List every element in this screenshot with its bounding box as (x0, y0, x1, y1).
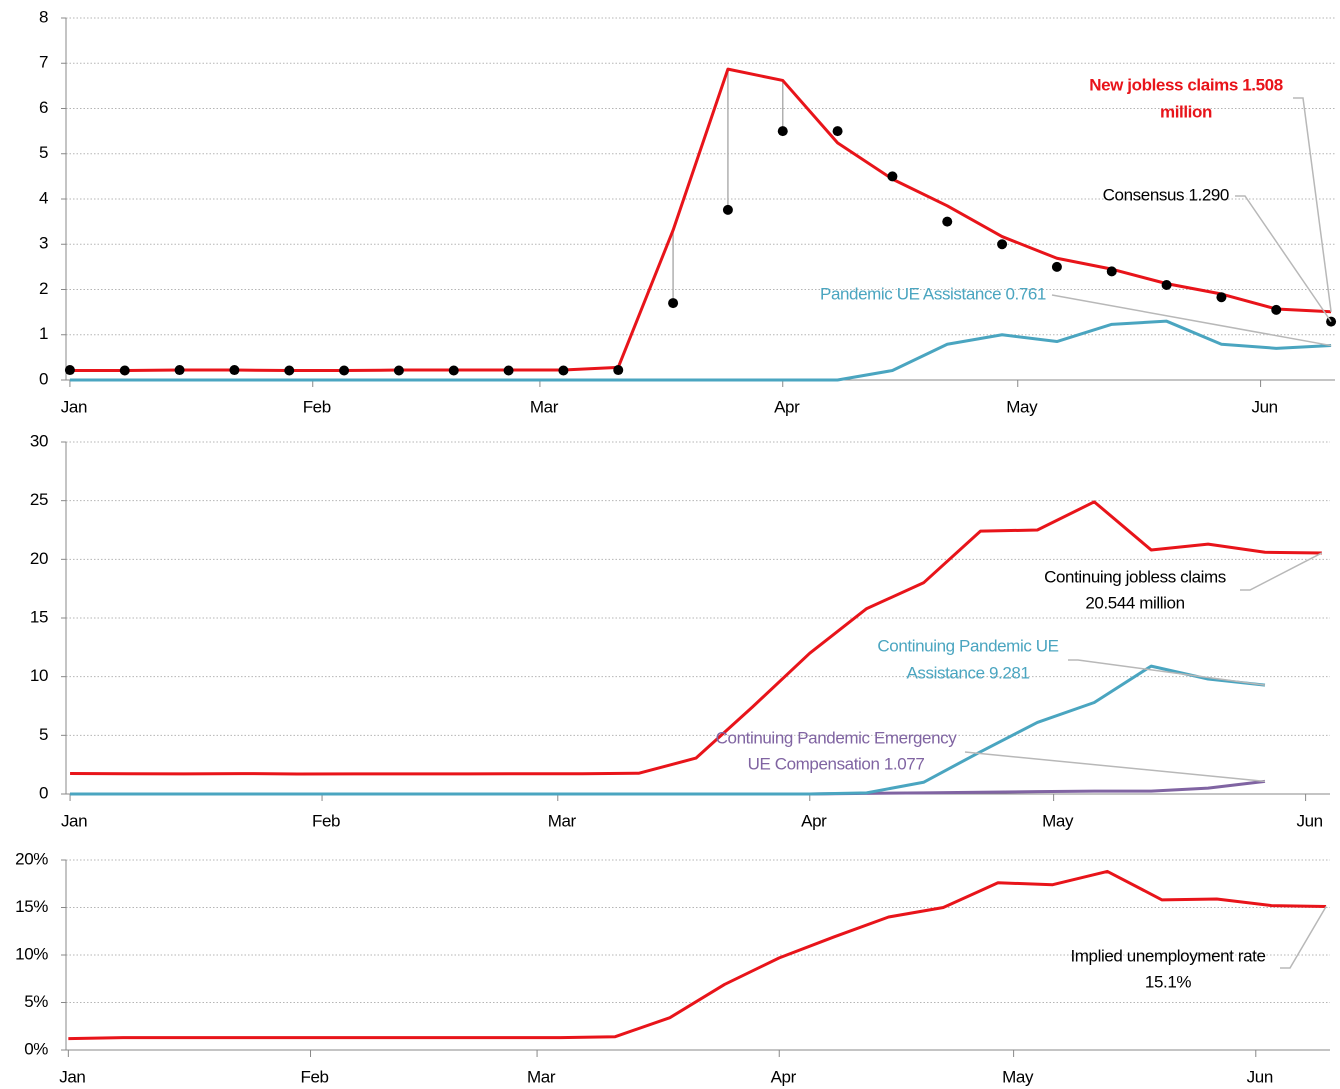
y-tick-label: 30 (30, 431, 48, 450)
annotation: Pandemic UE Assistance 0.761 (820, 284, 1046, 303)
x-tick-label: Feb (312, 811, 340, 830)
y-tick-label: 0 (39, 783, 48, 802)
x-tick-label: Mar (548, 811, 577, 830)
y-tick-label: 0% (24, 1039, 48, 1058)
annotation: 15.1% (1145, 972, 1191, 991)
data-dot (1161, 279, 1172, 290)
data-dot (339, 365, 350, 376)
x-tick-label: Jan (61, 811, 87, 830)
y-tick-label: 3 (39, 234, 48, 253)
y-tick-label: 0 (39, 369, 48, 388)
x-tick-label: May (1042, 811, 1074, 830)
y-tick-label: 4 (39, 188, 48, 207)
y-tick-label: 2 (39, 279, 48, 298)
annotation: UE Compensation 1.077 (748, 754, 925, 773)
data-dot (832, 126, 843, 137)
annotation: 20.544 million (1085, 593, 1184, 612)
data-dot (119, 365, 130, 376)
y-tick-label: 10 (30, 666, 48, 685)
series-line (70, 500, 1322, 776)
leader-line (1051, 294, 1332, 347)
series-line (70, 664, 1266, 796)
data-dot (1271, 304, 1282, 315)
y-tick-label: 20 (30, 549, 48, 568)
x-tick-label: Jun (1297, 811, 1323, 830)
data-dot (613, 365, 624, 376)
y-tick-label: 5% (24, 992, 48, 1011)
annotation: Implied unemployment rate (1070, 946, 1265, 965)
data-dot (1051, 261, 1062, 272)
data-dot (942, 216, 953, 227)
y-tick-label: 5 (39, 725, 48, 744)
leader-line (1280, 906, 1327, 969)
leader-line (1068, 659, 1266, 686)
x-tick-label: Jan (59, 1067, 85, 1086)
annotation: Consensus 1.290 (1103, 185, 1229, 204)
data-dot (1106, 266, 1117, 277)
x-tick-label: Feb (303, 397, 331, 416)
annotation: Continuing Pandemic Emergency (716, 728, 958, 747)
data-dot (393, 365, 404, 376)
series-line (69, 319, 1332, 382)
x-tick-label: Jan (61, 397, 87, 416)
y-tick-label: 15% (15, 897, 48, 916)
data-dot (1216, 292, 1227, 303)
y-tick-label: 7 (39, 53, 48, 72)
x-tick-label: Apr (771, 1067, 797, 1086)
data-dot (997, 239, 1008, 250)
leader-line (1240, 552, 1323, 591)
x-tick-label: May (1002, 1067, 1034, 1086)
leader-line (1293, 97, 1332, 312)
y-tick-label: 20% (15, 849, 48, 868)
data-dot (174, 365, 185, 376)
data-dot (887, 171, 898, 182)
series-line (69, 67, 1332, 372)
x-tick-label: Jun (1247, 1067, 1273, 1086)
annotation: million (1160, 102, 1212, 121)
annotation: Continuing jobless claims (1044, 567, 1226, 586)
annotation: New jobless claims 1.508 (1089, 75, 1283, 94)
annotation: Assistance 9.281 (906, 663, 1029, 682)
y-tick-label: 5 (39, 143, 48, 162)
y-tick-label: 10% (15, 944, 48, 963)
data-dot (229, 365, 240, 376)
x-tick-label: Apr (774, 397, 800, 416)
data-dot (64, 365, 75, 376)
data-dot (503, 365, 514, 376)
x-tick-label: Jun (1251, 397, 1277, 416)
series-line (68, 869, 1327, 1041)
data-dot (448, 365, 459, 376)
data-dot (558, 365, 569, 376)
y-tick-label: 25 (30, 490, 48, 509)
x-tick-label: Apr (801, 811, 827, 830)
x-tick-label: Mar (527, 1067, 556, 1086)
x-tick-label: Mar (530, 397, 559, 416)
y-tick-label: 8 (39, 7, 48, 26)
data-dot (668, 298, 679, 309)
annotation: Continuing Pandemic UE (877, 636, 1058, 655)
x-tick-label: Feb (300, 1067, 328, 1086)
y-tick-label: 1 (39, 324, 48, 343)
data-dot (777, 126, 788, 137)
y-tick-label: 6 (39, 98, 48, 117)
leader-line (1235, 195, 1332, 323)
leader-line (964, 751, 1266, 783)
series-line (70, 779, 1266, 796)
y-tick-label: 15 (30, 607, 48, 626)
data-dot (284, 365, 295, 376)
x-tick-label: May (1006, 397, 1038, 416)
data-dot (722, 204, 733, 215)
